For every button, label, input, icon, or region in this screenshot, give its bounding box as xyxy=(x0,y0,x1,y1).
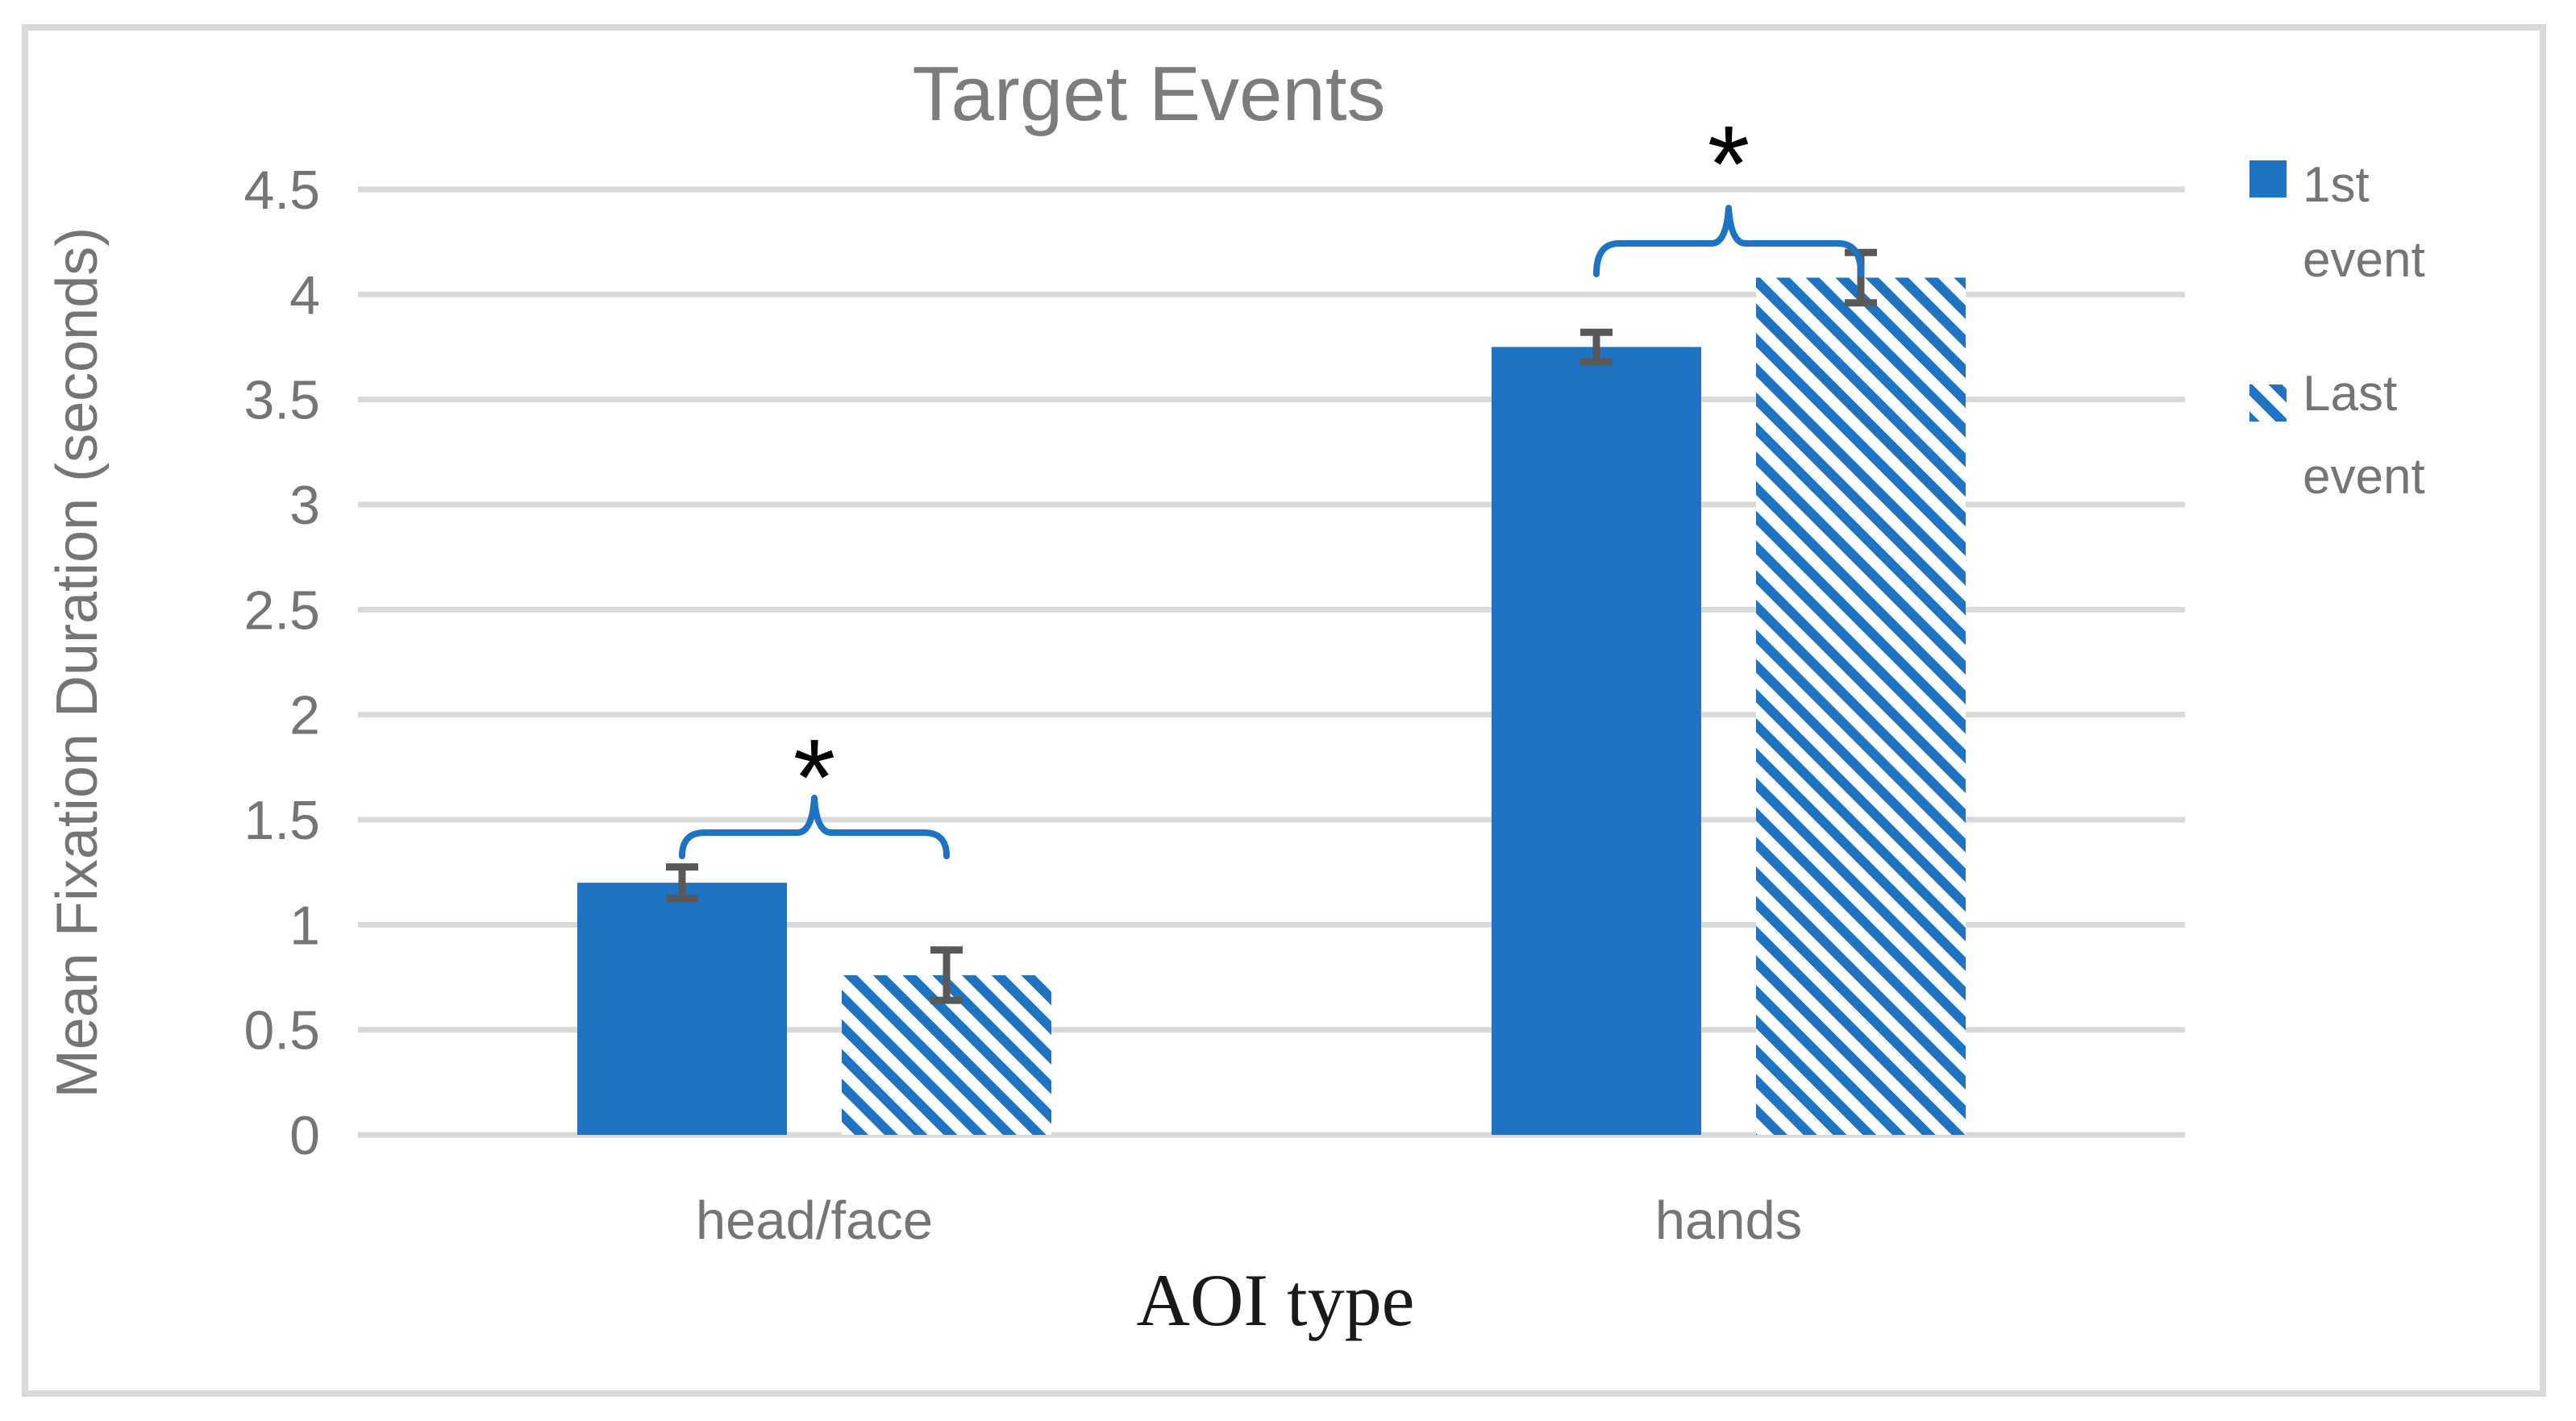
legend-swatch-last-event xyxy=(2249,384,2287,422)
y-tick-labels-layer: 0 0.5 1 1.5 2 2.5 3 3.5 4 4.5 xyxy=(243,160,320,1166)
y-tick-label-0.5: 0.5 xyxy=(243,1000,320,1062)
y-tick-label-2.5: 2.5 xyxy=(243,580,320,641)
bars-layer xyxy=(577,277,1966,1135)
category-label-hands: hands xyxy=(1655,1190,1803,1251)
bar-1st-event-hands xyxy=(1492,347,1701,1135)
y-tick-label-0: 0 xyxy=(289,1105,320,1166)
y-tick-label-4.5: 4.5 xyxy=(243,160,320,221)
legend-label-last-event: Last event xyxy=(2303,366,2425,505)
legend-label-1st-event: 1st event xyxy=(2303,157,2425,288)
y-tick-label-4: 4 xyxy=(289,264,320,326)
legend-label-1st-line1: 1st xyxy=(2303,157,2370,213)
y-tick-label-2: 2 xyxy=(289,685,320,746)
significance-brace-head-face xyxy=(679,795,950,859)
legend-label-1st-line2: event xyxy=(2303,232,2425,288)
y-tick-label-3.5: 3.5 xyxy=(243,370,320,431)
y-tick-label-1: 1 xyxy=(289,895,320,956)
bar-Last-event-hands xyxy=(1756,277,1966,1135)
legend-label-last-line1: Last xyxy=(2303,366,2397,422)
significance-asterisk-hands: * xyxy=(1708,103,1750,225)
legend-swatch-1st-event xyxy=(2249,160,2287,197)
significance-asterisk-head-face: * xyxy=(793,717,836,838)
legend-label-last-line2: event xyxy=(2303,449,2425,505)
bar-1st-event-head-face xyxy=(577,883,787,1135)
chart-title: Target Events xyxy=(913,51,1386,137)
chart-border xyxy=(22,24,2546,1397)
x-axis-title: AOI type xyxy=(1137,1259,1415,1341)
legend: 1st event Last event xyxy=(2249,157,2425,505)
y-axis-title: Mean Fixation Duration (seconds) xyxy=(45,227,110,1099)
y-tick-label-1.5: 1.5 xyxy=(243,790,320,851)
y-tick-label-3: 3 xyxy=(289,475,320,536)
error-bars-layer xyxy=(666,248,1877,1004)
category-label-head-face: head/face xyxy=(696,1190,933,1251)
significance-brace-hands xyxy=(1593,205,1864,277)
